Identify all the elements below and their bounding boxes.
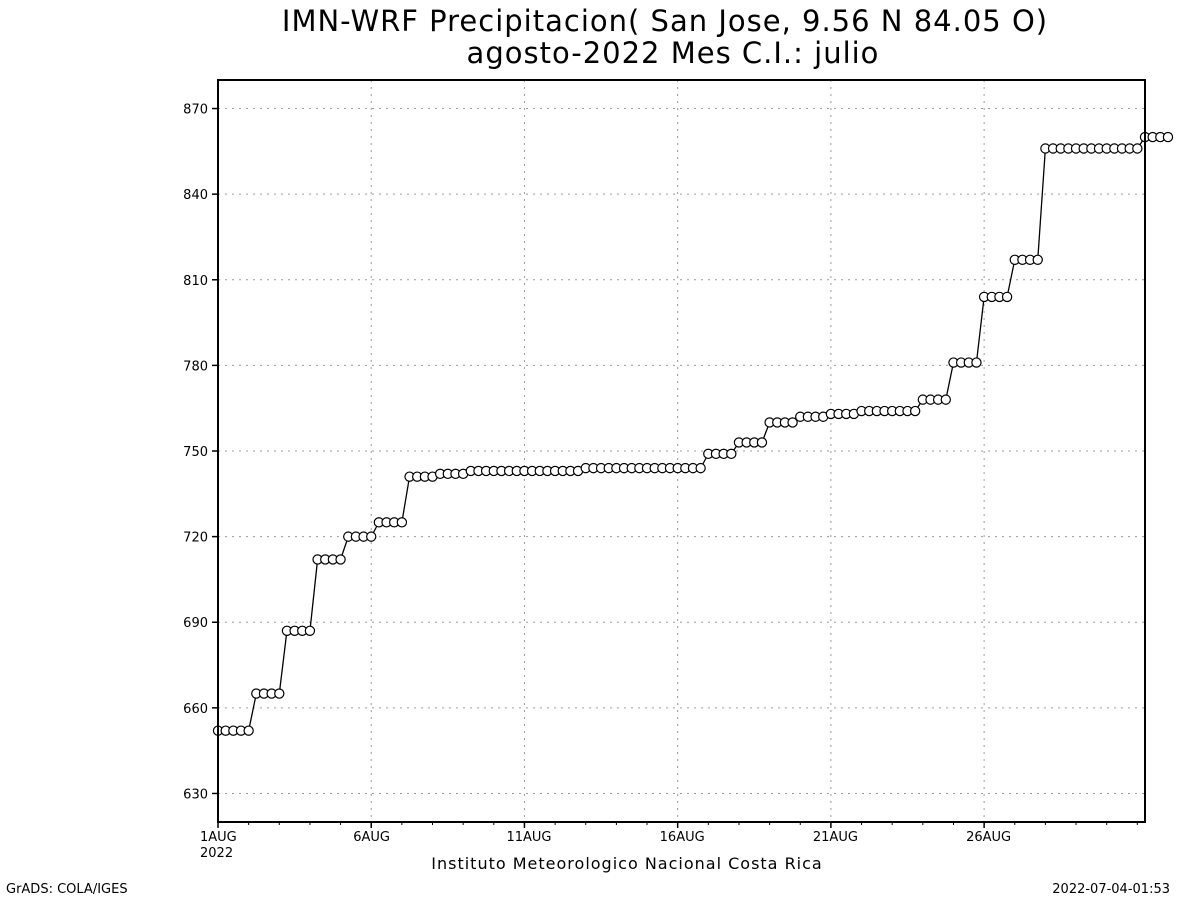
data-point <box>695 462 706 474</box>
data-point <box>274 688 285 699</box>
y-tick-label: 630 <box>183 787 208 802</box>
x-tick-label: 26AUG <box>966 830 1011 845</box>
data-point <box>396 517 408 528</box>
x-tick-label: 16AUG <box>660 830 705 845</box>
data-point <box>1162 131 1174 143</box>
x-axis-label: Instituto Meteorologico Nacional Costa R… <box>431 854 823 873</box>
data-point <box>940 394 952 405</box>
y-tick-label: 690 <box>183 616 208 631</box>
data-point <box>366 531 377 542</box>
footer-timestamp: 2022-07-04-01:53 <box>1052 882 1170 897</box>
data-point <box>1032 254 1043 265</box>
axes: 630 660 690 720 750 780 810 840 870 1AUG 6AUG 11AUG… <box>183 103 1138 861</box>
series-path <box>218 136 1168 732</box>
data-point <box>756 437 768 448</box>
y-tick-label: 840 <box>183 188 208 203</box>
data-point <box>787 417 798 428</box>
x-tick-label: 21AUG <box>813 830 858 845</box>
chart-title: IMN-WRF Precipitacion( San Jose, 9.56 N … <box>281 4 1049 38</box>
data-point <box>304 625 316 636</box>
data-point <box>909 405 921 417</box>
y-tick-label: 810 <box>183 274 208 289</box>
data-point <box>726 448 737 460</box>
y-tick-label: 720 <box>183 531 208 546</box>
footer-credit: GrADS: COLA/IGES <box>6 882 128 897</box>
y-tick-label: 870 <box>183 103 208 118</box>
x-tick-sublabel: 2022 <box>200 846 233 861</box>
y-tick-label: 750 <box>183 445 208 460</box>
series-line <box>212 131 1174 736</box>
chart-subtitle: agosto-2022 Mes C.I.: julio <box>466 36 880 70</box>
x-tick-label: 11AUG <box>506 830 551 845</box>
x-tick-label: 1AUG <box>200 830 237 845</box>
data-point <box>243 725 254 736</box>
plot-frame <box>217 79 1146 823</box>
data-point <box>335 554 346 565</box>
y-tick-label: 660 <box>183 702 208 717</box>
x-tick-label: 6AUG <box>353 830 390 845</box>
y-tick-label: 780 <box>183 359 208 374</box>
grid <box>218 80 1145 822</box>
data-point <box>1001 291 1013 303</box>
data-point <box>1132 143 1143 154</box>
data-point <box>971 357 982 368</box>
